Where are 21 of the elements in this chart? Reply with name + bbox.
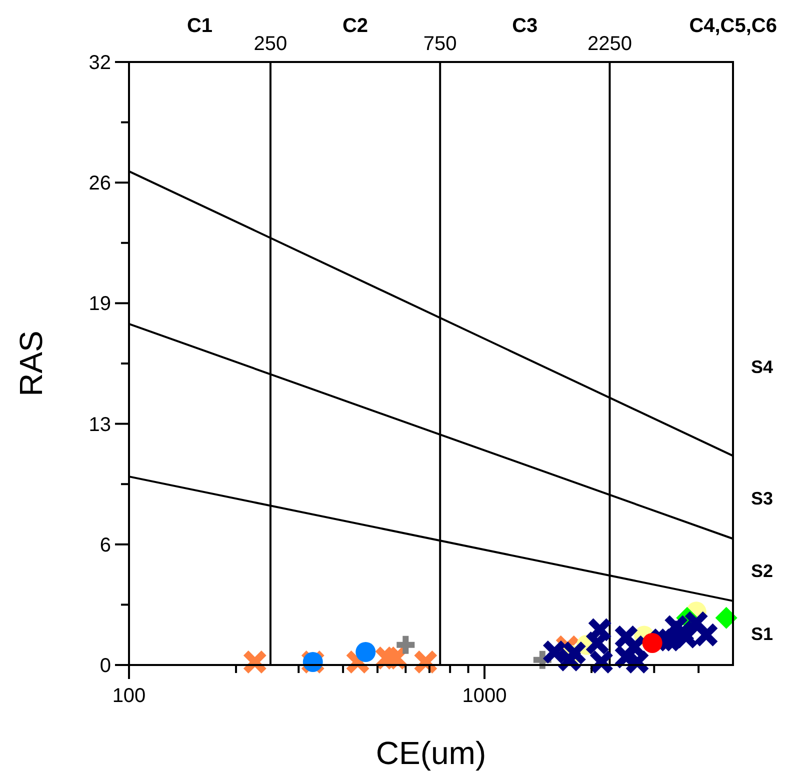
y-tick-label: 32 xyxy=(88,52,111,74)
ref-line-label: 750 xyxy=(423,33,457,55)
ref-line-label: 250 xyxy=(254,33,288,55)
text: C1 xyxy=(186,15,213,37)
x-tick-label: 100 xyxy=(112,685,146,707)
y-tick-label: 19 xyxy=(88,293,111,316)
text: C3 xyxy=(512,15,538,37)
text: S2 xyxy=(751,560,774,581)
text: S1 xyxy=(751,624,774,644)
y-axis-title: RAS xyxy=(13,330,49,396)
text: S3 xyxy=(751,488,774,508)
x-tick-label: 1000 xyxy=(462,685,507,707)
text: S4 xyxy=(751,356,774,377)
y-tick-label: 0 xyxy=(100,655,111,677)
ref-line-label: 2250 xyxy=(587,33,632,55)
text: C4,C5,C6 xyxy=(689,15,777,37)
text: C2 xyxy=(342,15,368,37)
y-tick-label: 6 xyxy=(100,534,111,556)
x-axis-title: CE(um) xyxy=(376,735,486,771)
y-tick-label: 13 xyxy=(88,414,111,436)
y-tick-label: 26 xyxy=(88,172,111,195)
